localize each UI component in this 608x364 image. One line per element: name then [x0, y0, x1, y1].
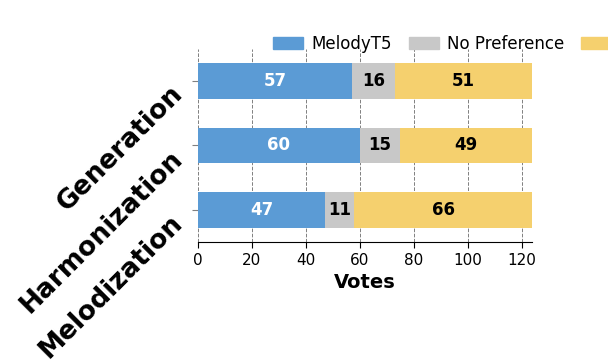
Bar: [360, 128, 400, 163]
Text: 57: 57: [263, 72, 286, 90]
Text: 66: 66: [432, 201, 455, 219]
X-axis label: Votes: Votes: [334, 273, 396, 292]
Bar: [325, 192, 354, 228]
Text: 49: 49: [455, 136, 478, 154]
Bar: [198, 192, 325, 228]
Text: 15: 15: [368, 136, 392, 154]
Legend: MelodyT5, No Preference, Baselines: MelodyT5, No Preference, Baselines: [266, 28, 608, 59]
Text: 47: 47: [250, 201, 273, 219]
Bar: [352, 63, 395, 99]
Bar: [400, 128, 533, 163]
Bar: [198, 63, 352, 99]
Text: 60: 60: [268, 136, 291, 154]
Bar: [198, 128, 360, 163]
Text: 51: 51: [452, 72, 475, 90]
Bar: [395, 63, 533, 99]
Bar: [354, 192, 533, 228]
Text: 16: 16: [362, 72, 385, 90]
Text: 11: 11: [328, 201, 351, 219]
